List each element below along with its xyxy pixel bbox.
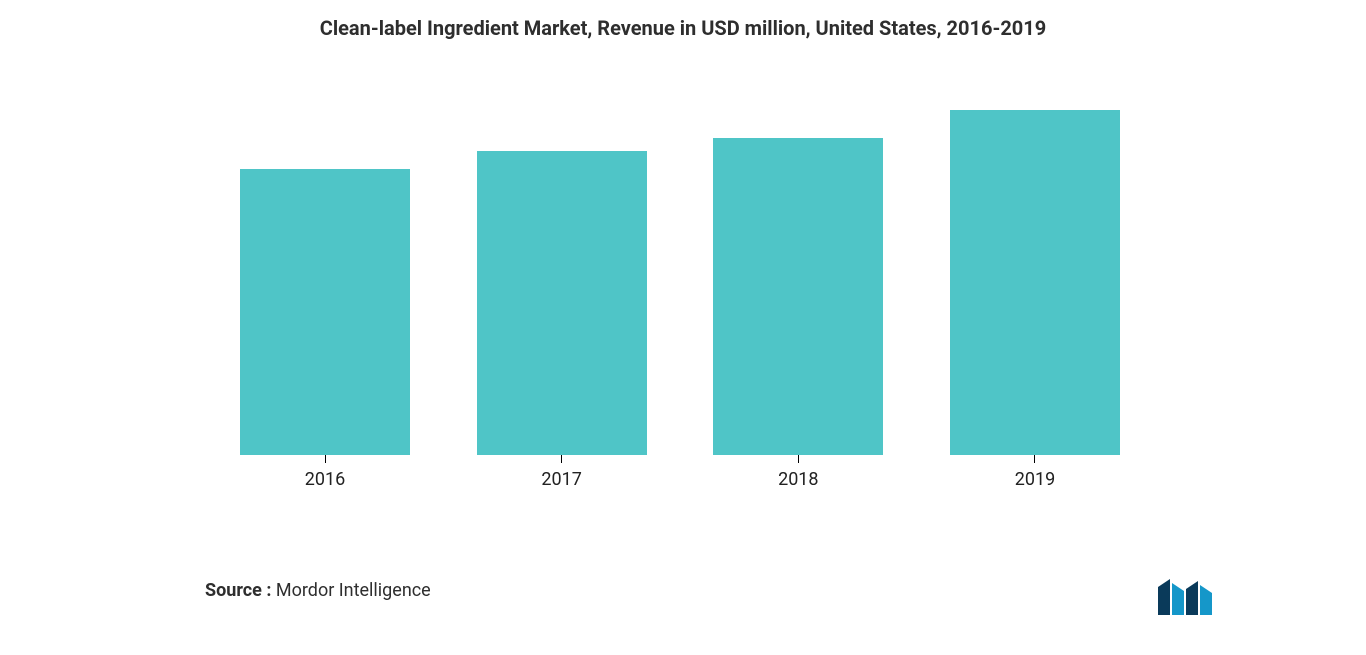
x-axis-ticks: 2016 2017 2018 2019: [240, 455, 1120, 490]
bar-slot: [713, 110, 883, 455]
mordor-logo-icon: [1158, 579, 1216, 615]
tick-group: 2019: [950, 455, 1120, 490]
plot-area: [240, 110, 1120, 455]
tick-group: 2017: [477, 455, 647, 490]
chart-container: Clean-label Ingredient Market, Revenue i…: [0, 0, 1366, 655]
bar-slot: [240, 110, 410, 455]
logo-bar-4: [1200, 585, 1212, 615]
bar-slot: [477, 110, 647, 455]
tick-group: 2016: [240, 455, 410, 490]
tick-label: 2018: [778, 469, 818, 490]
source-value: Mordor Intelligence: [276, 580, 431, 601]
tick-label: 2017: [541, 469, 581, 490]
tick-mark: [798, 455, 799, 463]
logo-bar-2: [1172, 583, 1184, 615]
source-label: Source :: [205, 580, 271, 601]
chart-title: Clean-label Ingredient Market, Revenue i…: [0, 16, 1366, 40]
tick-mark: [325, 455, 326, 463]
bar-2019: [950, 110, 1120, 455]
tick-mark: [1034, 455, 1035, 463]
bar-2016: [240, 169, 410, 455]
logo-bar-3: [1186, 581, 1198, 615]
source-line: Source : Mordor Intelligence: [205, 580, 431, 601]
bar-slot: [950, 110, 1120, 455]
tick-label: 2016: [305, 469, 345, 490]
tick-group: 2018: [713, 455, 883, 490]
tick-mark: [561, 455, 562, 463]
tick-label: 2019: [1015, 469, 1055, 490]
logo-bar-1: [1158, 579, 1170, 615]
bars-group: [240, 110, 1120, 455]
bar-2018: [713, 138, 883, 455]
bar-2017: [477, 151, 647, 455]
